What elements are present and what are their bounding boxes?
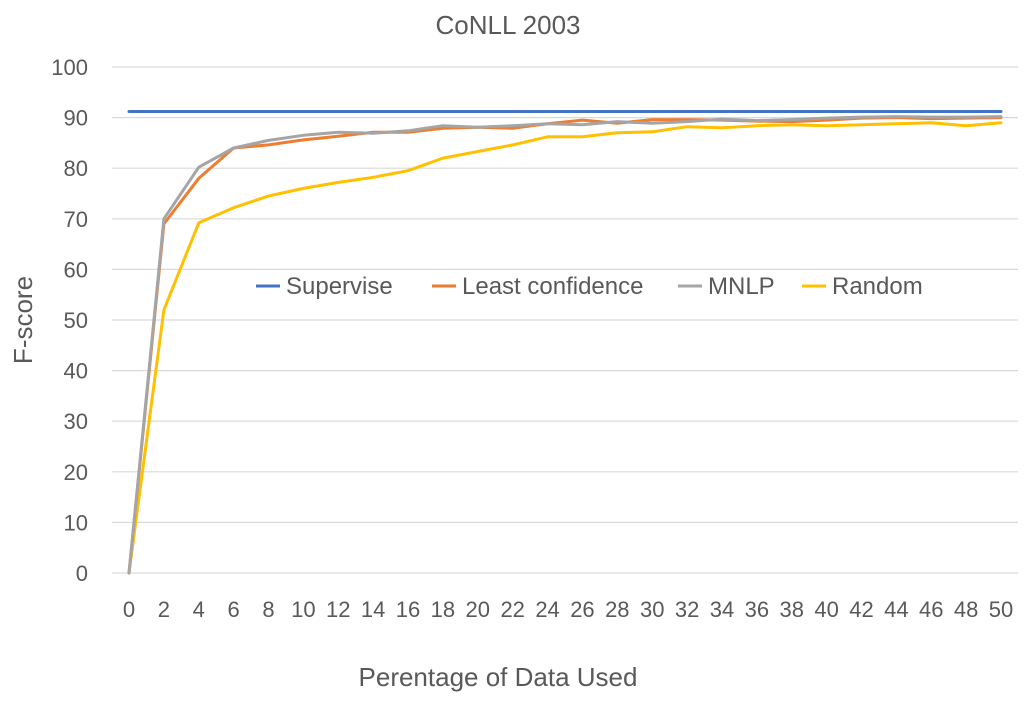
y-axis-ticks: 0 10 20 30 40 50 60 70 80 90 100 bbox=[51, 55, 88, 586]
y-tick-label: 70 bbox=[64, 207, 88, 232]
x-tick-label: 10 bbox=[291, 597, 315, 622]
x-tick-label: 34 bbox=[710, 597, 734, 622]
y-tick-label: 0 bbox=[76, 561, 88, 586]
x-tick-label: 46 bbox=[919, 597, 943, 622]
x-tick-label: 36 bbox=[745, 597, 769, 622]
y-tick-label: 100 bbox=[51, 55, 88, 80]
x-tick-label: 42 bbox=[849, 597, 873, 622]
chart-title: CoNLL 2003 bbox=[435, 10, 580, 40]
x-axis-label: Perentage of Data Used bbox=[359, 662, 638, 692]
y-tick-label: 10 bbox=[64, 510, 88, 535]
y-tick-label: 90 bbox=[64, 106, 88, 131]
x-tick-label: 12 bbox=[326, 597, 350, 622]
x-tick-label: 0 bbox=[123, 597, 135, 622]
legend-label: Least confidence bbox=[462, 273, 643, 300]
x-tick-label: 28 bbox=[605, 597, 629, 622]
x-tick-label: 14 bbox=[361, 597, 385, 622]
x-tick-label: 22 bbox=[500, 597, 524, 622]
legend-label: MNLP bbox=[708, 273, 775, 300]
series-line-least-confidence bbox=[127, 116, 1003, 575]
series-line-random bbox=[127, 121, 1003, 575]
x-tick-label: 40 bbox=[814, 597, 838, 622]
y-tick-label: 50 bbox=[64, 308, 88, 333]
x-tick-label: 24 bbox=[535, 597, 559, 622]
y-tick-label: 80 bbox=[64, 156, 88, 181]
x-tick-label: 20 bbox=[466, 597, 490, 622]
x-tick-label: 16 bbox=[396, 597, 420, 622]
legend: Supervise Least confidence MNLP Random bbox=[256, 273, 923, 300]
y-tick-label: 30 bbox=[64, 409, 88, 434]
y-tick-label: 20 bbox=[64, 460, 88, 485]
y-axis-label: F-score bbox=[8, 276, 38, 364]
x-tick-label: 2 bbox=[158, 597, 170, 622]
x-tick-label: 18 bbox=[431, 597, 455, 622]
y-tick-label: 40 bbox=[64, 359, 88, 384]
gridlines bbox=[112, 66, 1018, 574]
x-tick-label: 50 bbox=[989, 597, 1013, 622]
series-line-mnlp bbox=[127, 115, 1003, 575]
x-tick-label: 8 bbox=[262, 597, 274, 622]
x-tick-label: 30 bbox=[640, 597, 664, 622]
legend-label: Supervise bbox=[286, 273, 393, 300]
series-lines bbox=[127, 110, 1003, 575]
x-tick-label: 48 bbox=[954, 597, 978, 622]
legend-label: Random bbox=[832, 273, 923, 300]
y-tick-label: 60 bbox=[64, 257, 88, 282]
x-axis-ticks: 0 2 4 6 8 10 12 14 16 18 20 22 24 26 28 30 32 34 36 38 40 42 4… bbox=[123, 597, 1013, 622]
x-tick-label: 44 bbox=[884, 597, 908, 622]
x-tick-label: 38 bbox=[779, 597, 803, 622]
x-tick-label: 26 bbox=[570, 597, 594, 622]
x-tick-label: 4 bbox=[193, 597, 205, 622]
x-tick-label: 32 bbox=[675, 597, 699, 622]
x-tick-label: 6 bbox=[228, 597, 240, 622]
